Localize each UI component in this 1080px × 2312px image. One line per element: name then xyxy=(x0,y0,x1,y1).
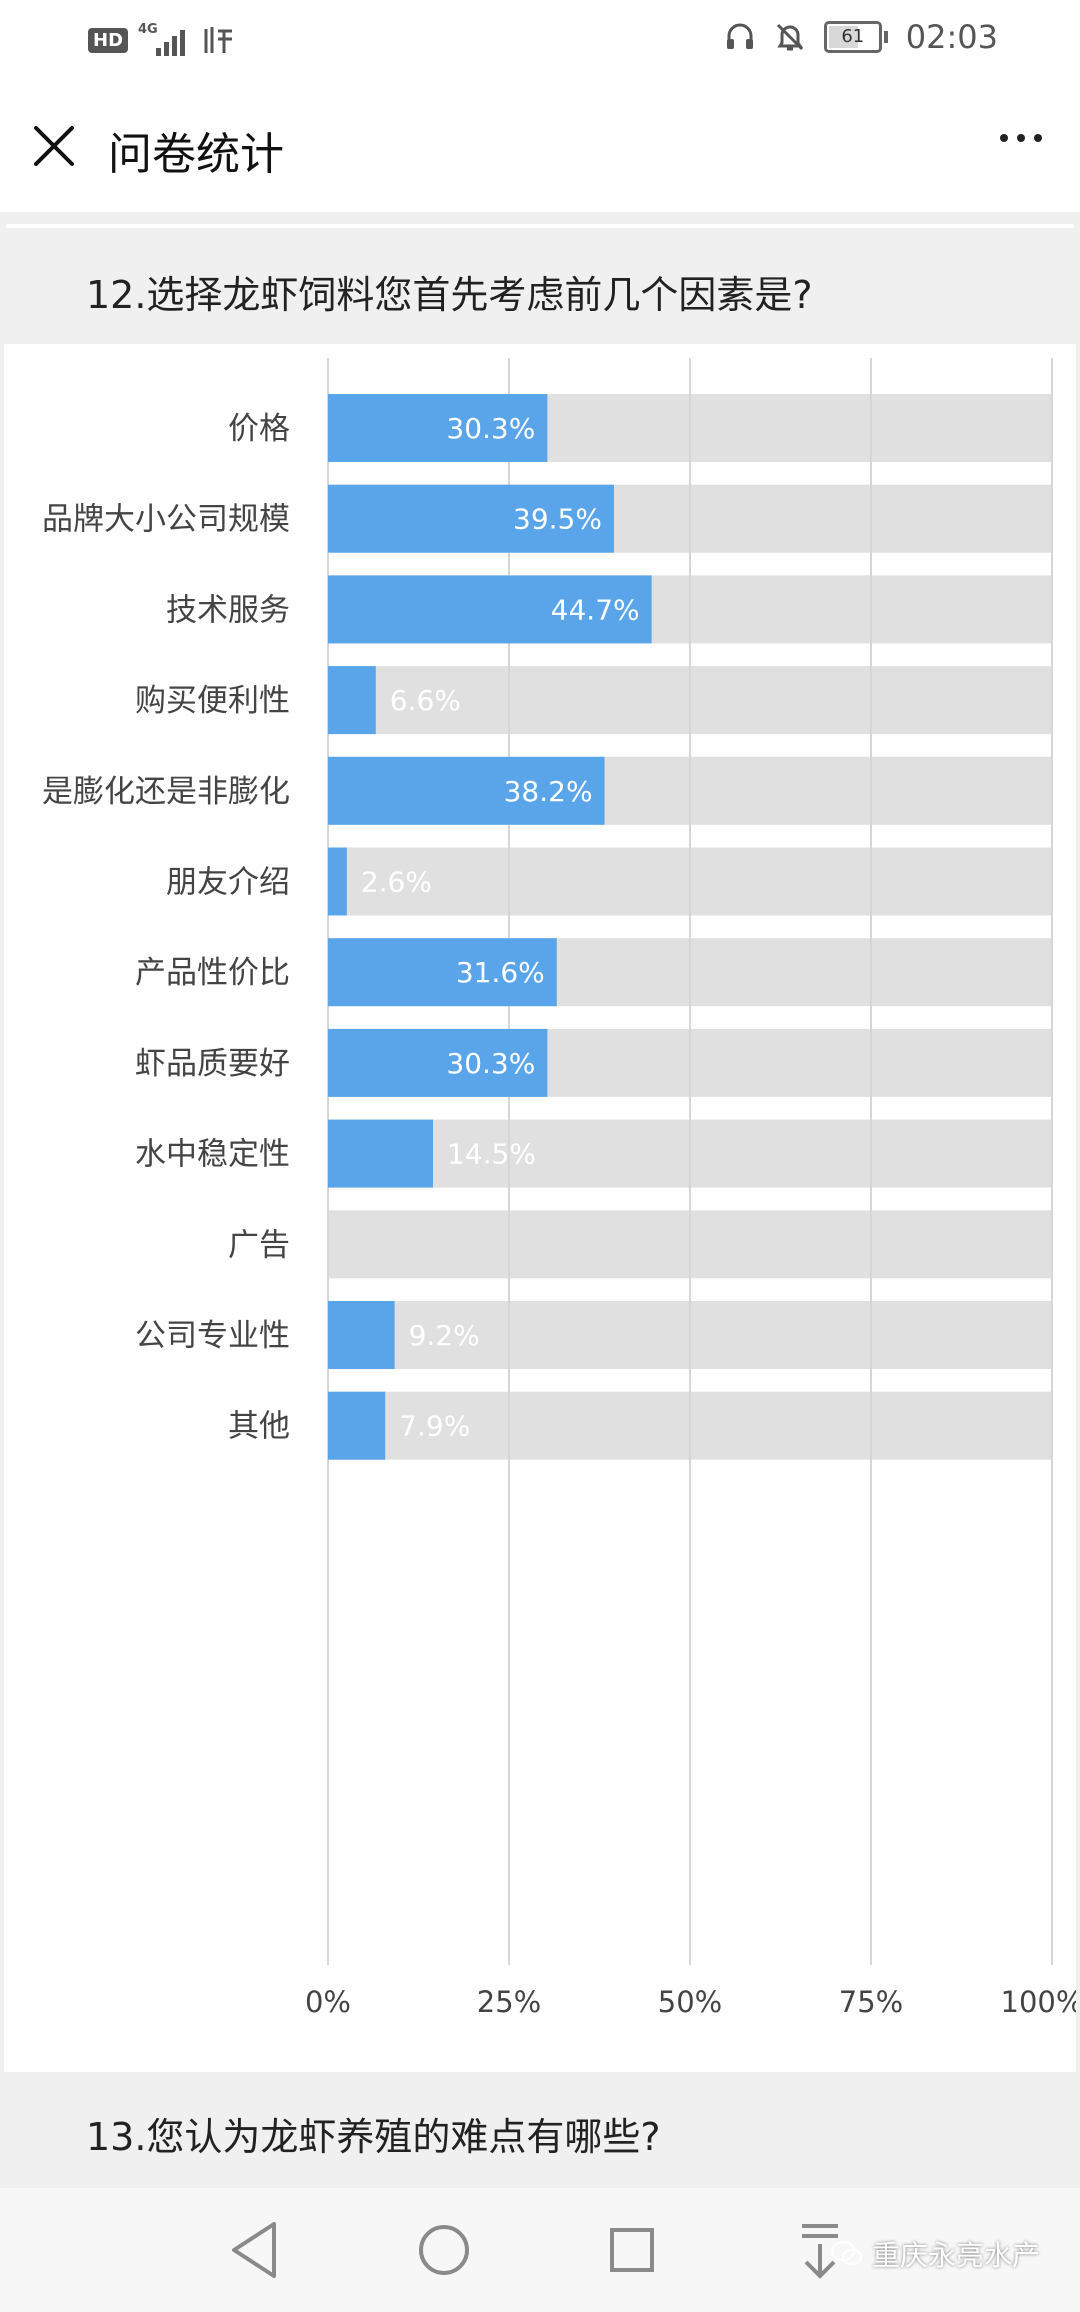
data-label: 6.6% xyxy=(390,684,461,717)
data-label: 44.7% xyxy=(551,593,640,626)
question-title: 12.选择龙虾饲料您首先考虑前几个因素是? xyxy=(86,273,813,317)
tick-label: 100% xyxy=(1001,1985,1076,2019)
tick-label: 25% xyxy=(477,1985,541,2019)
status-bar: HD 4G 61 02:03 xyxy=(0,0,1080,80)
chart-panel: 价格 30.3% 品牌大小公司规模 39.5% 技术服务 44.7% 购买便利性 6.6% 是膨… xyxy=(4,344,1080,2072)
bar xyxy=(328,847,347,916)
question-header: 12.选择龙虾饲料您首先考虑前几个因素是? xyxy=(0,232,1080,344)
tick-label: 75% xyxy=(839,1985,903,2019)
next-question-header: 13.您认为龙虾养殖的难点有哪些? xyxy=(0,2072,1080,2188)
watermark: 重庆永亮水产 xyxy=(830,2234,1040,2274)
network-type: 4G xyxy=(138,22,158,37)
page-title: 问卷统计 xyxy=(108,129,284,180)
cellular-signal-icon: 4G xyxy=(138,22,192,58)
status-right: 61 02:03 xyxy=(724,18,998,56)
data-label: 14.5% xyxy=(447,1138,536,1171)
data-label: 7.9% xyxy=(399,1410,470,1443)
status-left: HD 4G xyxy=(88,22,238,58)
bar xyxy=(328,575,652,644)
watermark-text: 重庆永亮水产 xyxy=(872,2239,1041,2272)
bar xyxy=(328,484,614,553)
category-label: 虾品质要好 xyxy=(135,1046,290,1082)
back-icon[interactable] xyxy=(196,2188,316,2312)
bar xyxy=(328,666,376,735)
bar xyxy=(328,394,548,462)
home-icon[interactable] xyxy=(384,2188,504,2312)
bell-muted-icon xyxy=(776,23,803,51)
tick-label: 0% xyxy=(305,1985,351,2019)
data-label: 30.3% xyxy=(446,412,535,445)
next-question-title: 13.您认为龙虾养殖的难点有哪些? xyxy=(86,2115,661,2159)
category-label: 朋友介绍 xyxy=(166,865,290,901)
bar xyxy=(328,1391,386,1460)
category-label: 广告 xyxy=(228,1227,290,1263)
recents-icon[interactable] xyxy=(572,2188,692,2312)
bar xyxy=(328,1301,395,1369)
survey-content[interactable]: 12.选择龙虾饲料您首先考虑前几个因素是? 价格 30.3% 品牌大小公司规模 39.… xyxy=(0,212,1080,2188)
wifi-icon xyxy=(204,27,233,53)
bar xyxy=(328,938,557,1007)
category-label: 品牌大小公司规模 xyxy=(42,502,290,538)
bar-chart: 价格 30.3% 品牌大小公司规模 39.5% 技术服务 44.7% 购买便利性 6.6% 是膨… xyxy=(42,358,1080,2019)
category-label: 价格 xyxy=(228,411,290,447)
tick-label: 50% xyxy=(658,1985,722,2019)
battery-level: 61 xyxy=(841,26,865,47)
bar xyxy=(328,1028,548,1097)
bar xyxy=(328,756,605,825)
data-label: 30.3% xyxy=(446,1047,535,1080)
app-bar: 问卷统计 xyxy=(0,80,1080,212)
category-label: 购买便利性 xyxy=(135,683,290,719)
notification-pull-icon[interactable] xyxy=(760,2188,880,2312)
data-label: 31.6% xyxy=(456,956,545,989)
category-label: 公司专业性 xyxy=(135,1318,290,1354)
bar xyxy=(328,1119,433,1188)
wechat-icon xyxy=(831,2241,862,2265)
previous-card-edge xyxy=(0,212,1080,232)
category-label: 产品性价比 xyxy=(135,955,290,991)
category-label: 技术服务 xyxy=(166,592,290,628)
clock: 02:03 xyxy=(905,18,998,56)
system-nav-bar: 重庆永亮水产 xyxy=(0,2188,1080,2312)
hd-badge: HD xyxy=(88,27,129,53)
headphones-icon xyxy=(726,23,753,49)
more-options-icon[interactable] xyxy=(1000,134,1042,142)
battery-icon: 61 xyxy=(823,21,888,53)
category-label: 水中稳定性 xyxy=(135,1137,290,1173)
close-icon[interactable] xyxy=(30,122,78,170)
data-label: 38.2% xyxy=(504,775,593,808)
category-label: 是膨化还是非膨化 xyxy=(42,774,290,810)
data-label: 39.5% xyxy=(513,503,602,536)
category-label: 其他 xyxy=(228,1409,290,1445)
data-label: 9.2% xyxy=(409,1319,480,1352)
data-label: 2.6% xyxy=(361,866,432,899)
